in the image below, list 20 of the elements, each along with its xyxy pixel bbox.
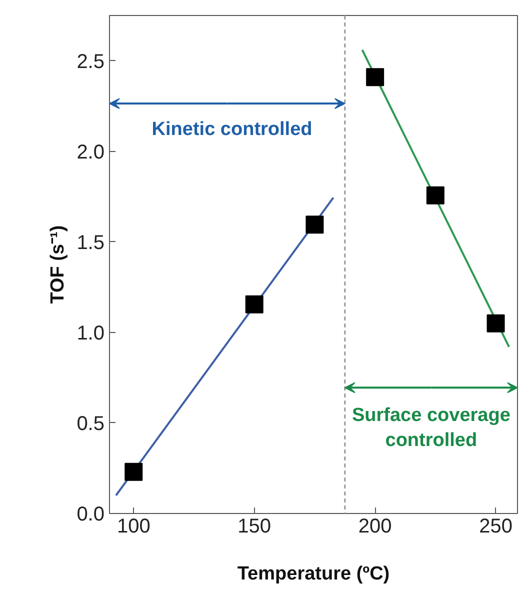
point bbox=[245, 295, 264, 314]
point bbox=[306, 216, 324, 234]
point bbox=[426, 186, 444, 204]
x-axis-title: Temperature (ºC) bbox=[237, 564, 390, 584]
point bbox=[124, 462, 143, 481]
y-tick-label: 0.0 bbox=[76, 504, 105, 526]
x-tick-label: 250 bbox=[479, 516, 512, 538]
point bbox=[366, 68, 384, 86]
point bbox=[486, 314, 505, 332]
y-tick-label: 2.5 bbox=[76, 50, 105, 73]
y-axis-title: TOF (s⁻¹) bbox=[48, 225, 69, 304]
annotation: Surface coverage controlled bbox=[352, 404, 510, 452]
x-tick-label: 200 bbox=[358, 516, 392, 538]
annotation: Kinetic controlled bbox=[152, 118, 312, 140]
x-tick-label: 100 bbox=[116, 516, 150, 538]
y-tick-label: 1.5 bbox=[76, 232, 105, 254]
y-tick-label: 2.0 bbox=[76, 141, 105, 164]
x-tick-label: 150 bbox=[238, 516, 272, 538]
y-tick-label: 1.0 bbox=[76, 322, 105, 344]
y-tick-label: 0.5 bbox=[76, 412, 105, 435]
